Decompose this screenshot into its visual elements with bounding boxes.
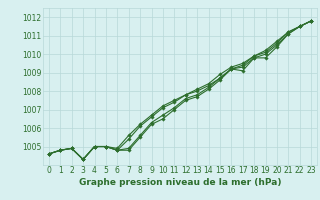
X-axis label: Graphe pression niveau de la mer (hPa): Graphe pression niveau de la mer (hPa) (79, 178, 281, 187)
